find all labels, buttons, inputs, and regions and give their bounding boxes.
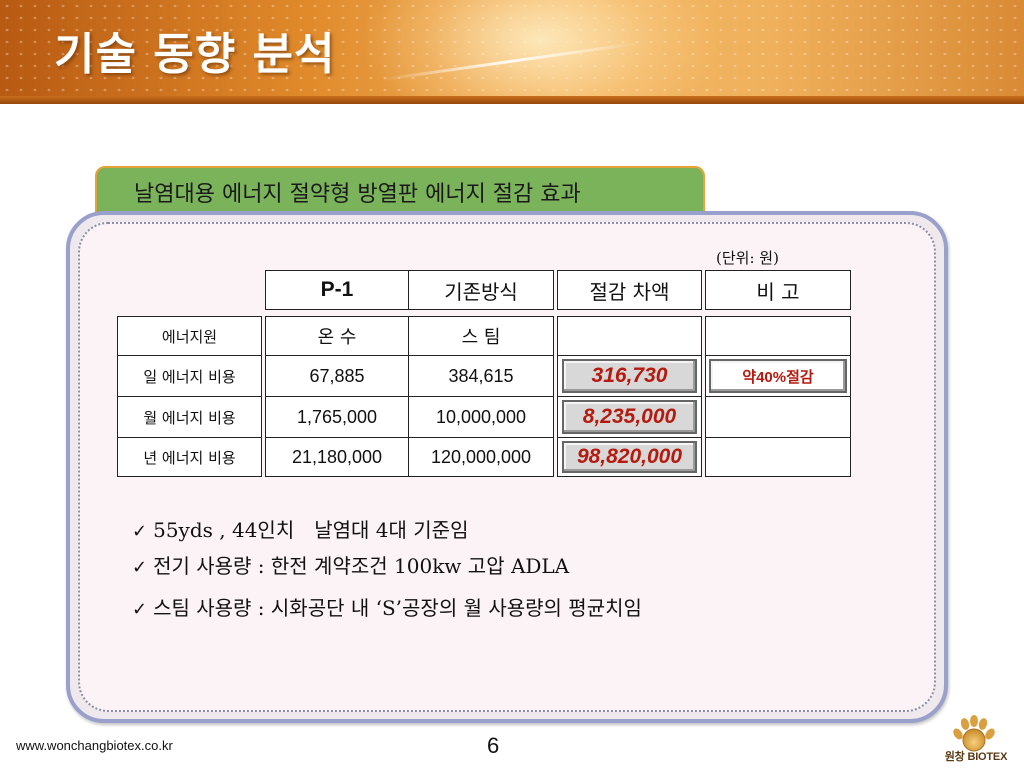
check-icon: ✓ (132, 599, 148, 620)
source-remark-empty (705, 316, 851, 356)
daily-p1-cost: 67,885 (265, 355, 409, 397)
daily-savings-value: 316,730 (562, 359, 697, 393)
note-item: ✓ 55yds , 44인치 날염대 4대 기준임 (132, 514, 468, 543)
row-label-yearly-cost: 년 에너지 비용 (117, 437, 262, 477)
monthly-savings-value: 8,235,000 (562, 400, 697, 434)
row-label-daily-cost: 일 에너지 비용 (117, 355, 262, 397)
banner-glow (360, 0, 720, 104)
row-label-energy-source: 에너지원 (117, 316, 262, 356)
note-item: ✓ 전기 사용량 : 한전 계약조건 100kw 고압 ADLA (132, 550, 569, 579)
header-p1: P-1 (265, 270, 409, 310)
yearly-p1-cost: 21,180,000 (265, 437, 409, 477)
source-p1: 온 수 (265, 316, 409, 356)
yearly-remark (705, 437, 851, 477)
row-label-monthly-cost: 월 에너지 비용 (117, 396, 262, 438)
yearly-existing-cost: 120,000,000 (408, 437, 554, 477)
header-savings: 절감 차액 (557, 270, 702, 310)
source-existing: 스 팀 (408, 316, 554, 356)
check-icon: ✓ (132, 521, 148, 542)
header-remark: 비 고 (705, 270, 851, 310)
title-banner (0, 0, 1024, 104)
unit-label: (단위: 원) (716, 249, 779, 267)
daily-existing-cost: 384,615 (408, 355, 554, 397)
source-savings-empty (557, 316, 702, 356)
note-text: 전기 사용량 : 한전 계약조건 100kw 고압 ADLA (153, 554, 570, 578)
daily-remark-value: 약40%절감 (709, 359, 847, 393)
banner-underline (0, 96, 1024, 104)
monthly-p1-cost: 1,765,000 (265, 396, 409, 438)
monthly-remark (705, 396, 851, 438)
subtitle-text: 날염대용 에너지 절약형 방열판 에너지 절감 효과 (134, 182, 581, 207)
note-text: 스팀 사용량 : 시화공단 내 ‘S’공장의 월 사용량의 평균치임 (153, 596, 642, 620)
check-icon: ✓ (132, 557, 148, 578)
footer-url: www.wonchangbiotex.co.kr (16, 738, 173, 753)
page-title: 기술 동향 분석 (54, 29, 336, 80)
page-number: 6 (487, 733, 500, 758)
monthly-existing-cost: 10,000,000 (408, 396, 554, 438)
header-existing-method: 기존방식 (408, 270, 554, 310)
note-item: ✓ 스팀 사용량 : 시화공단 내 ‘S’공장의 월 사용량의 평균치임 (132, 592, 642, 621)
note-text: 55yds , 44인치 날염대 4대 기준임 (153, 518, 469, 542)
company-logo-icon (953, 715, 995, 752)
logo-text: 원창 BIOTEX (944, 751, 1008, 763)
yearly-savings-value: 98,820,000 (562, 441, 697, 473)
